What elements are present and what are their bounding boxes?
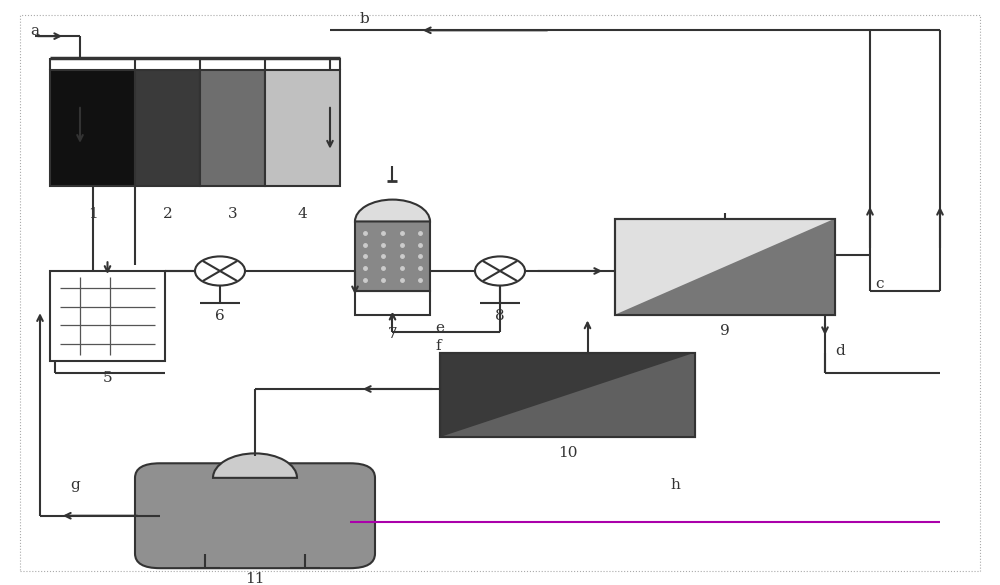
Bar — [50, 271, 165, 362]
Bar — [50, 70, 135, 187]
Text: a: a — [30, 24, 39, 38]
Circle shape — [475, 256, 525, 285]
Text: 10: 10 — [558, 446, 577, 460]
Text: 6: 6 — [215, 309, 225, 324]
Text: 9: 9 — [720, 324, 730, 338]
Bar — [615, 219, 835, 315]
Text: 7: 7 — [388, 327, 397, 341]
Text: h: h — [670, 479, 680, 493]
Text: f: f — [435, 339, 441, 353]
FancyBboxPatch shape — [135, 463, 375, 568]
Text: b: b — [360, 12, 370, 26]
Bar — [200, 70, 265, 187]
Bar — [265, 70, 340, 187]
Bar — [440, 353, 695, 437]
Text: 11: 11 — [245, 572, 265, 585]
Bar — [440, 353, 695, 437]
Text: c: c — [875, 277, 884, 291]
Text: 3: 3 — [228, 207, 237, 221]
Bar — [135, 70, 200, 187]
Text: 5: 5 — [103, 371, 112, 384]
Text: g: g — [70, 479, 80, 493]
Polygon shape — [615, 219, 835, 315]
Wedge shape — [213, 453, 297, 478]
Text: 1: 1 — [88, 207, 97, 221]
Bar — [355, 222, 430, 291]
Wedge shape — [355, 199, 430, 222]
Text: 8: 8 — [495, 309, 505, 324]
Text: e: e — [435, 321, 444, 335]
Polygon shape — [440, 353, 695, 437]
Text: 2: 2 — [163, 207, 172, 221]
Bar — [355, 291, 430, 315]
Bar — [615, 219, 835, 315]
Text: d: d — [835, 345, 845, 359]
Text: 4: 4 — [298, 207, 307, 221]
Circle shape — [195, 256, 245, 285]
